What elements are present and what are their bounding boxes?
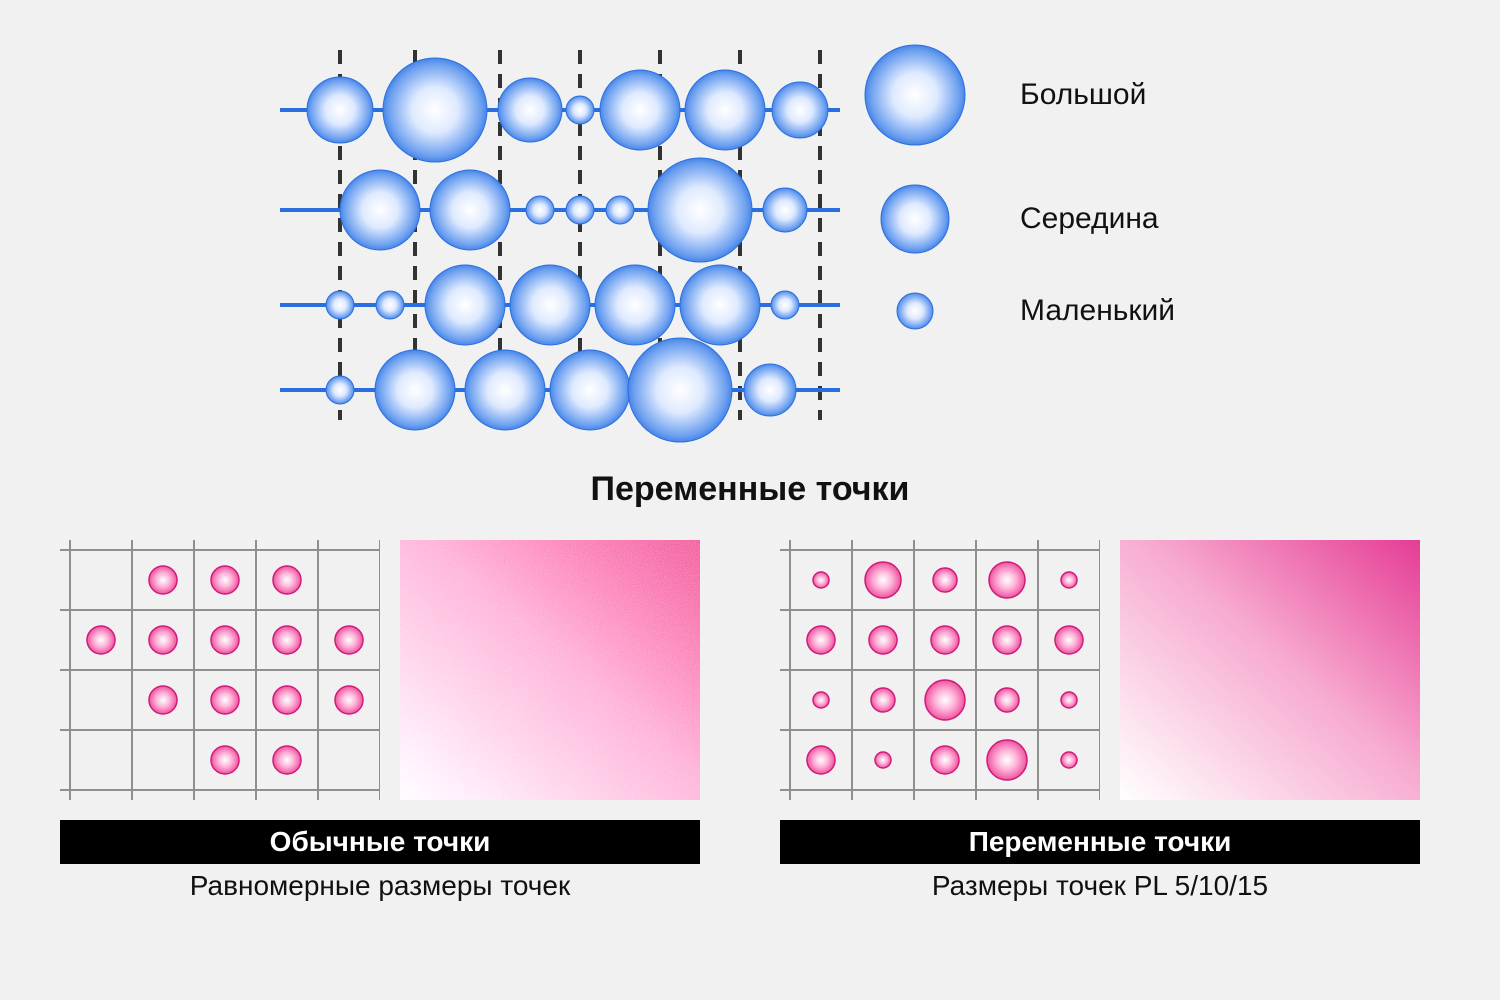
regular-dots-sub: Равномерные размеры точек — [60, 870, 700, 902]
legend-label: Большой — [1020, 78, 1146, 112]
panel-regular-dots: Обычные точки Равномерные размеры точек — [60, 540, 710, 900]
legend-row: Середина — [860, 180, 1420, 258]
legend-row: Большой — [860, 40, 1420, 150]
panel-variable-dots: Переменные точки Размеры точек PL 5/10/1… — [780, 540, 1440, 900]
regular-dots-grid — [60, 540, 380, 800]
legend-label: Середина — [1020, 202, 1159, 236]
legend-sphere-icon — [860, 288, 970, 334]
regular-dots-bar: Обычные точки — [60, 820, 700, 864]
size-legend: Большой Середина Маленький — [860, 40, 1420, 364]
variable-dots-sub: Размеры точек PL 5/10/15 — [780, 870, 1420, 902]
variable-dots-grid — [780, 540, 1100, 800]
section-title: Переменные точки — [0, 470, 1500, 509]
regular-dots-swatch — [400, 540, 700, 800]
variable-dots-swatch — [1120, 540, 1420, 800]
legend-label: Маленький — [1020, 294, 1175, 328]
legend-sphere-icon — [860, 180, 970, 258]
variable-dots-bar: Переменные точки — [780, 820, 1420, 864]
legend-sphere-icon — [860, 40, 970, 150]
legend-row: Маленький — [860, 288, 1420, 334]
